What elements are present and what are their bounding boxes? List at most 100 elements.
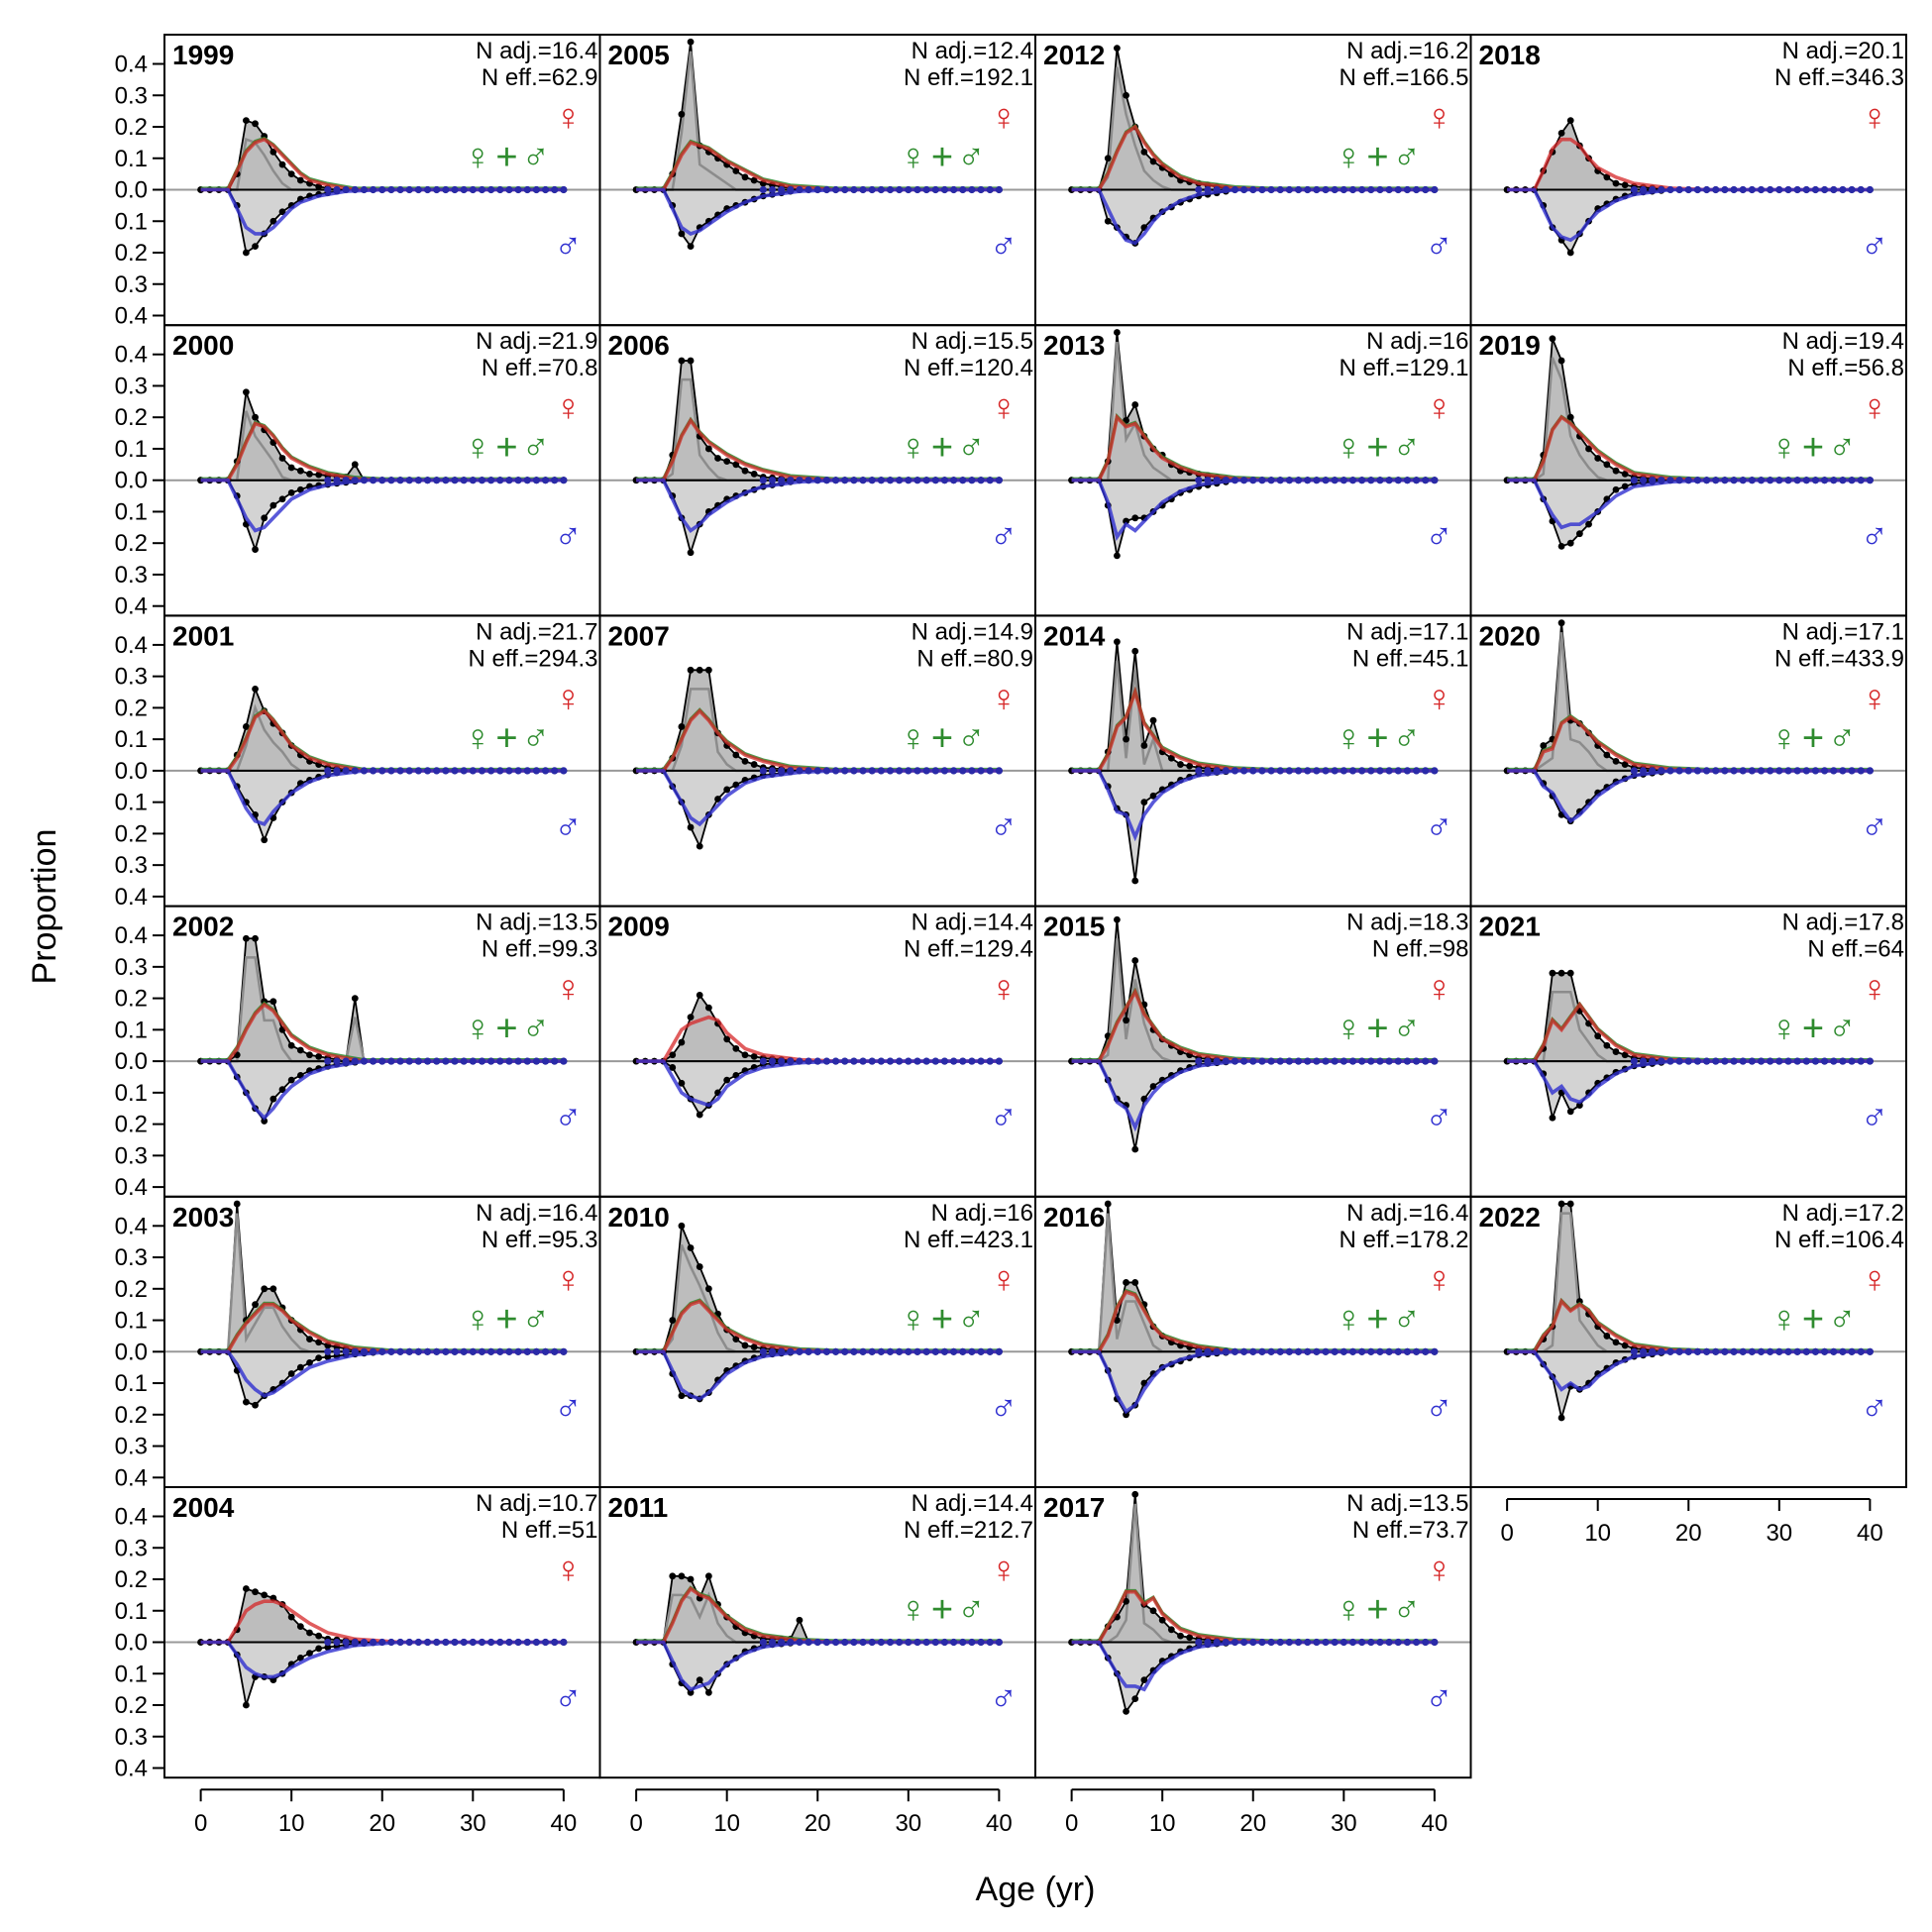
combined-symbol: ♀+♂	[899, 137, 989, 178]
male-symbol: ♂	[1425, 516, 1453, 558]
baseline-point	[342, 1638, 350, 1647]
baseline-point	[324, 185, 332, 194]
baseline-point	[324, 477, 332, 484]
baseline-point	[551, 185, 559, 194]
baseline-point	[986, 477, 994, 484]
baseline-point	[1666, 185, 1674, 194]
male-symbol: ♂	[554, 226, 583, 268]
baseline-point	[523, 1638, 531, 1647]
baseline-point	[1866, 185, 1874, 194]
baseline-point	[995, 1057, 1003, 1065]
baseline-point	[1385, 1347, 1393, 1355]
baseline-point	[1793, 1057, 1801, 1065]
y-tick-label: 0.1	[115, 1598, 148, 1625]
baseline-point	[451, 1347, 459, 1355]
baseline-point	[995, 767, 1003, 775]
baseline-point	[1702, 1347, 1711, 1355]
baseline-point	[1358, 1057, 1366, 1065]
baseline-point	[1839, 477, 1847, 484]
baseline-point	[787, 185, 795, 194]
baseline-point	[541, 477, 550, 484]
female-observed-point	[278, 455, 286, 462]
baseline-point	[822, 767, 831, 775]
baseline-point	[1767, 767, 1774, 775]
baseline-point	[1658, 185, 1665, 194]
combined-symbol: ♀+♂	[464, 717, 554, 759]
female-observed-point	[704, 1572, 712, 1580]
baseline-point	[1675, 477, 1683, 484]
baseline-point	[1304, 767, 1312, 775]
female-observed-point	[1612, 1048, 1620, 1055]
female-observed-point	[1123, 735, 1129, 743]
baseline-point	[1802, 1347, 1810, 1355]
panel-plot-area	[1470, 117, 1906, 257]
baseline-point	[1693, 185, 1702, 194]
male-observed-area	[1071, 770, 1435, 882]
baseline-point	[796, 185, 804, 194]
year-label: 2007	[608, 620, 670, 651]
panel-plot-area	[1035, 915, 1471, 1153]
y-tick-label: 0.0	[115, 468, 148, 494]
baseline-point	[1793, 767, 1801, 775]
baseline-point	[378, 477, 386, 484]
baseline-point	[551, 1347, 559, 1355]
baseline-point	[1748, 1347, 1756, 1355]
female-observed-point	[1557, 357, 1565, 365]
baseline-point	[478, 477, 486, 484]
baseline-point	[1857, 1347, 1865, 1355]
baseline-point	[1276, 767, 1284, 775]
baseline-point	[1630, 1057, 1638, 1065]
baseline-point	[1757, 185, 1766, 194]
baseline-point	[1376, 767, 1384, 775]
baseline-point	[959, 185, 967, 194]
baseline-point	[433, 477, 441, 484]
male-observed-area	[1071, 1641, 1435, 1714]
male-observed-point	[1131, 877, 1139, 885]
female-symbol: ♀	[1861, 678, 1889, 719]
baseline-point	[1767, 1347, 1774, 1355]
combined-symbol: ♀+♂	[1770, 717, 1860, 759]
baseline-point	[1422, 1638, 1430, 1647]
x-axis-col-3: 0 10 20 30 40	[1500, 1498, 1883, 1547]
baseline-point	[1857, 1057, 1865, 1065]
female-observed-point	[1621, 181, 1629, 189]
y-tick-label: 0.2	[115, 240, 148, 267]
y-tick-label: 0.1	[115, 498, 148, 525]
baseline-point	[1367, 1638, 1375, 1647]
baseline-point	[850, 1638, 858, 1647]
baseline-point	[1830, 1057, 1838, 1065]
male-observed-point	[243, 1398, 250, 1406]
baseline-point	[487, 767, 495, 775]
baseline-point	[496, 1057, 504, 1065]
x-axis-col-2: 0 10 20 30 40	[1065, 1788, 1448, 1837]
n-eff-label: N eff.=56.8	[1787, 355, 1904, 381]
female-observed-point	[669, 1572, 677, 1580]
baseline-point	[1358, 767, 1366, 775]
baseline-point	[1331, 1638, 1339, 1647]
baseline-point	[1358, 185, 1366, 194]
male-observed-point	[1149, 1083, 1157, 1090]
baseline-point	[1649, 767, 1657, 775]
baseline-point	[995, 185, 1003, 194]
male-observed-area	[1507, 479, 1871, 548]
female-symbol: ♀	[990, 1550, 1019, 1591]
baseline-point	[460, 477, 468, 484]
baseline-point	[813, 767, 821, 775]
male-symbol: ♂	[1425, 1678, 1453, 1720]
y-tick-label: 0.1	[115, 1308, 148, 1335]
n-eff-label: N eff.=80.9	[916, 645, 1033, 672]
baseline-point	[1712, 1347, 1720, 1355]
y-tick-label: 0.2	[115, 1276, 148, 1303]
baseline-point	[532, 477, 541, 484]
panel-2017: 2017 N adj.=13.5N eff.=73.7 ♀♀+♂ ♂	[1034, 1486, 1472, 1779]
y-tick-label: 0.4	[115, 52, 148, 78]
baseline-point	[1866, 1057, 1874, 1065]
baseline-point	[487, 185, 495, 194]
baseline-point	[541, 1638, 550, 1647]
female-observed-point	[243, 388, 250, 396]
baseline-point	[913, 1057, 921, 1065]
baseline-point	[1367, 477, 1375, 484]
panel-plot-area	[599, 666, 1035, 850]
y-tick-label: 0.1	[115, 790, 148, 816]
female-observed-point	[252, 934, 259, 942]
